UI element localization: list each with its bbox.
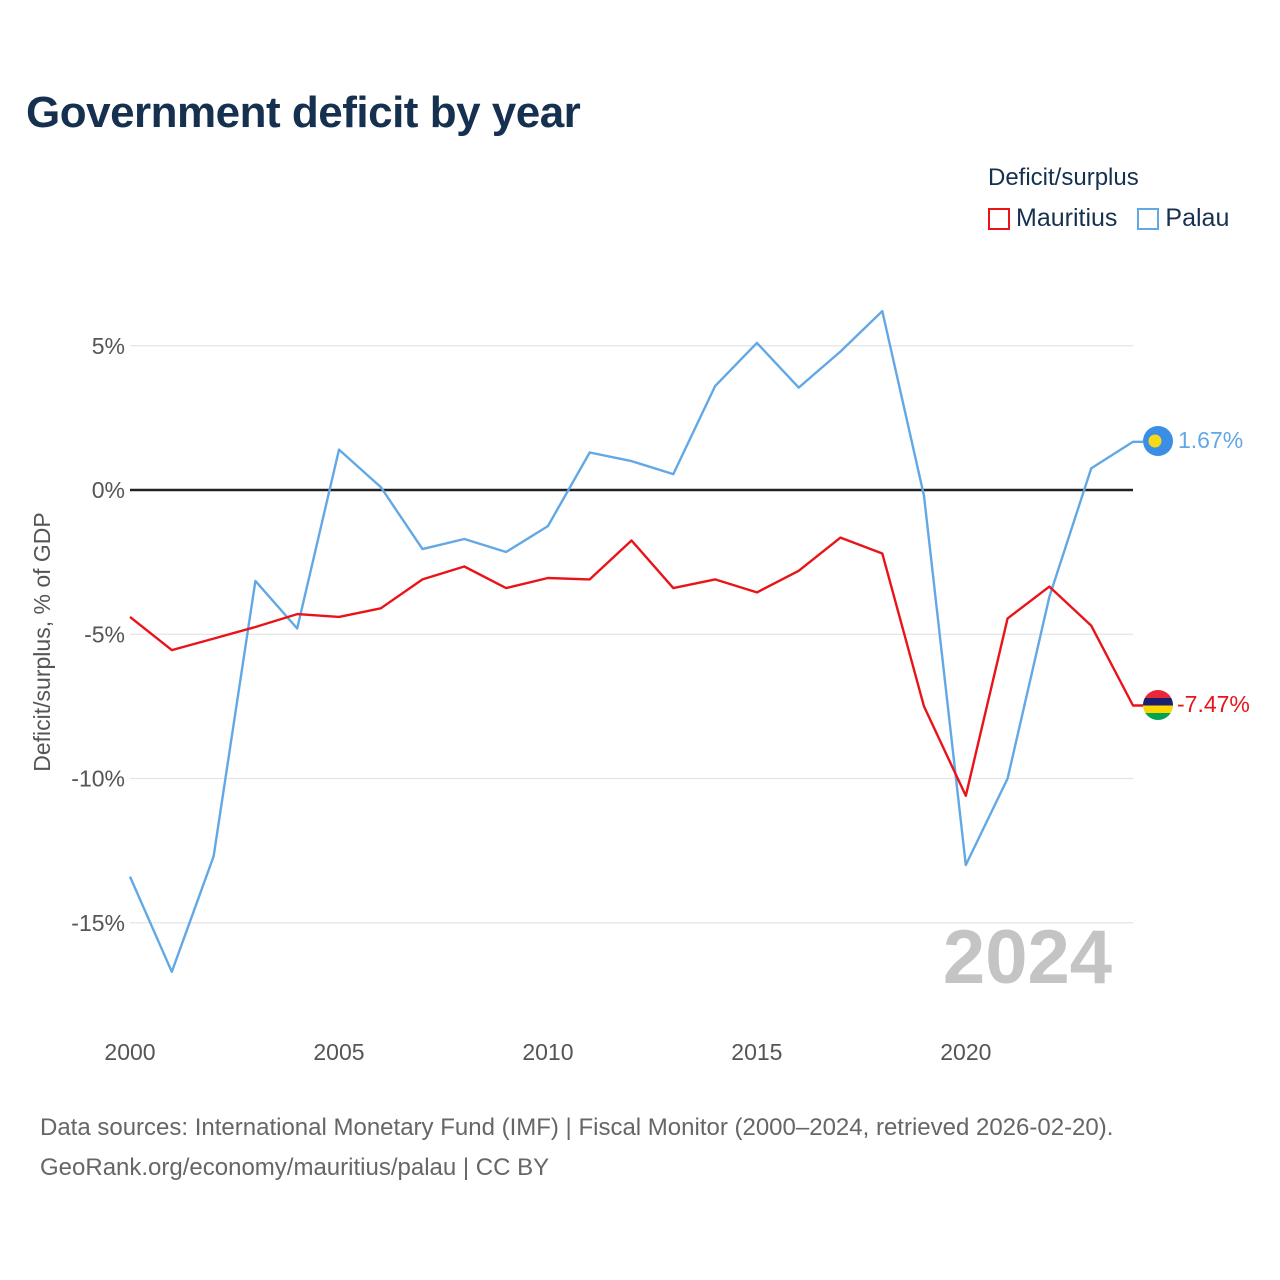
- y-tick-label: -10%: [71, 766, 125, 792]
- line-chart: 5% 0% -5% -10% -15% 2000 2005 2010 2015 2020 2024…: [29, 309, 1250, 1065]
- y-tick-label: 0%: [92, 477, 125, 503]
- legend-swatch-palau: [1137, 207, 1160, 230]
- series-line-mauritius[interactable]: [129, 536, 1143, 797]
- legend-swatch-mauritius: [988, 207, 1010, 230]
- x-tick-label: 2005: [313, 1039, 364, 1065]
- legend-item-mauritius[interactable]: Mauritius: [988, 204, 1117, 233]
- y-axis-label: Deficit/surplus, % of GDP: [29, 512, 55, 771]
- x-tick-label: 2000: [104, 1039, 155, 1065]
- legend-label-palau: Palau: [1165, 204, 1230, 232]
- y-tick-label: 5%: [92, 333, 125, 359]
- palau-flag-icon: [1143, 426, 1173, 456]
- footer: Data sources: International Monetary Fun…: [40, 1108, 1113, 1188]
- series-line-palau[interactable]: [128, 309, 1143, 973]
- legend-item-palau[interactable]: Palau: [1137, 204, 1229, 233]
- x-tick-label: 2020: [940, 1039, 991, 1065]
- footer-attribution[interactable]: GeoRank.org/economy/mauritius/palau | CC…: [40, 1154, 550, 1181]
- footer-sources: Data sources: International Monetary Fun…: [40, 1114, 1114, 1141]
- page-title: Government deficit by year: [26, 88, 581, 137]
- end-label-palau: 1.67%: [1178, 427, 1243, 453]
- y-tick-label: -15%: [71, 910, 125, 936]
- end-label-mauritius: -7.47%: [1177, 691, 1250, 717]
- x-tick-label: 2010: [522, 1039, 573, 1065]
- y-tick-label: -5%: [84, 621, 125, 647]
- legend-title: Deficit/surplus: [988, 164, 1139, 191]
- x-tick-label: 2015: [731, 1039, 782, 1065]
- legend: Mauritius Palau: [988, 204, 1229, 233]
- mauritius-flag-icon: [1143, 690, 1173, 720]
- legend-label-mauritius: Mauritius: [1016, 204, 1118, 232]
- year-watermark: 2024: [943, 915, 1112, 1000]
